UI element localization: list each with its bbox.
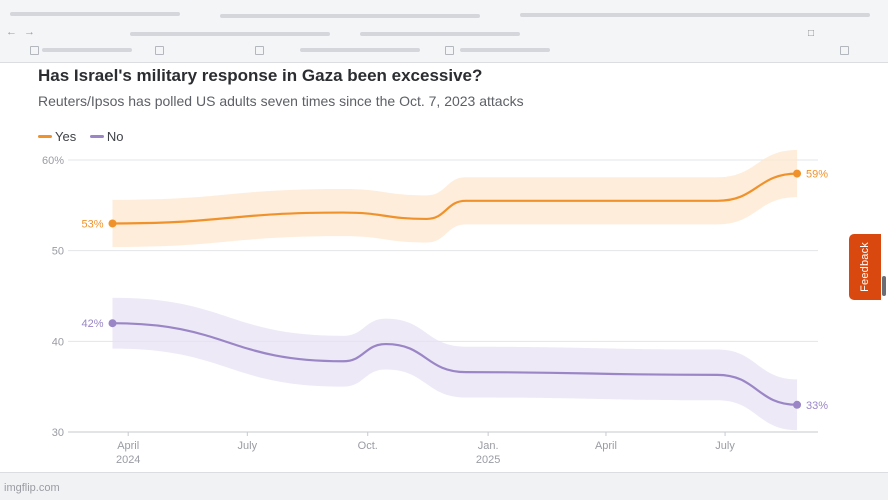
confidence-band-no xyxy=(112,297,798,431)
confidence-band-yes xyxy=(112,150,798,248)
end-point-yes xyxy=(793,169,802,178)
end-point-no xyxy=(793,400,802,409)
x-tick-label: April xyxy=(595,440,617,452)
address-bar: ← → □ xyxy=(0,24,888,46)
scrollbar-thumb[interactable] xyxy=(882,276,886,296)
bookmark-icon[interactable] xyxy=(155,46,164,55)
x-tick-label: Oct. xyxy=(358,440,378,452)
tab-strip xyxy=(0,6,888,28)
bookmark-icon[interactable] xyxy=(30,46,39,55)
start-label-no: 42% xyxy=(81,318,103,330)
forward-icon[interactable]: → xyxy=(24,26,35,38)
y-tick-label: 40 xyxy=(52,336,64,348)
legend-label-no: No xyxy=(106,129,124,144)
bookmark-icon[interactable] xyxy=(840,46,849,55)
blurred-url[interactable] xyxy=(130,32,330,36)
x-tick-label: July xyxy=(715,440,735,452)
x-tick-sublabel: 2024 xyxy=(116,454,140,466)
legend-label-yes: Yes xyxy=(55,129,77,144)
taskbar-strip: imgflip.com xyxy=(0,472,888,500)
feedback-button[interactable]: Feedback xyxy=(849,234,881,300)
browser-chrome: ← → □ xyxy=(0,0,888,63)
bookmark-icon[interactable] xyxy=(445,46,454,55)
blurred-bookmark[interactable] xyxy=(42,48,132,52)
legend-item-no: No xyxy=(89,129,124,144)
y-tick-label: 60% xyxy=(42,155,64,167)
series-line-no xyxy=(112,322,798,406)
feedback-label: Feedback xyxy=(859,242,871,292)
blurred-bookmark[interactable] xyxy=(300,48,420,52)
blurred-tab[interactable] xyxy=(10,12,180,16)
blurred-tab[interactable] xyxy=(520,13,870,17)
y-tick-label: 50 xyxy=(52,246,64,258)
back-icon[interactable]: ← xyxy=(6,26,17,38)
x-tick-label: July xyxy=(238,440,258,452)
chart-area: Has Israel's military response in Gaza b… xyxy=(0,62,888,472)
end-label-yes: 59% xyxy=(806,169,828,181)
chart-subtitle: Reuters/Ipsos has polled US adults seven… xyxy=(38,93,524,109)
legend-item-yes: Yes xyxy=(38,129,76,144)
legend-swatch-yes xyxy=(38,135,52,138)
end-label-no: 33% xyxy=(806,400,828,412)
blurred-url[interactable] xyxy=(360,32,520,36)
x-tick-sublabel: 2025 xyxy=(476,454,500,466)
series-line-yes xyxy=(112,172,798,225)
x-tick-label: Jan. xyxy=(478,440,499,452)
chart-title: Has Israel's military response in Gaza b… xyxy=(38,66,483,85)
start-point-no xyxy=(108,319,117,328)
start-label-yes: 53% xyxy=(81,218,103,230)
blurred-bookmark[interactable] xyxy=(460,48,550,52)
start-point-yes xyxy=(108,219,117,228)
bookmarks-bar xyxy=(0,43,888,65)
watermark: imgflip.com xyxy=(4,482,60,494)
y-tick-label: 30 xyxy=(52,427,64,439)
bookmark-icon[interactable] xyxy=(255,46,264,55)
legend: Yes No xyxy=(38,126,133,144)
legend-swatch-no xyxy=(89,135,104,138)
blurred-tab[interactable] xyxy=(220,14,480,18)
reader-icon[interactable]: □ xyxy=(808,28,815,39)
line-chart: 60% 50 40 30 April 2024 July Oct. Jan. 2025 April J… xyxy=(42,150,828,466)
x-tick-label: April xyxy=(117,440,139,452)
